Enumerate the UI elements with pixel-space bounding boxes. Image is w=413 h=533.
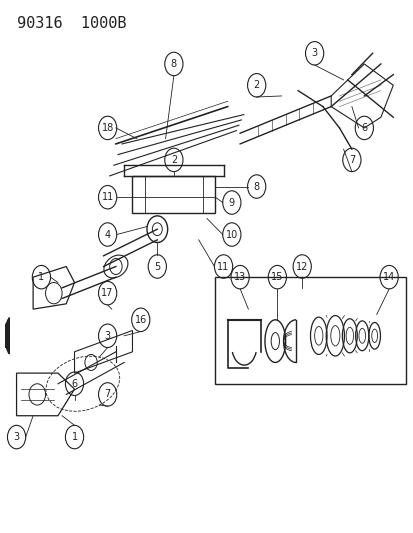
Text: 11: 11 xyxy=(101,192,114,202)
Text: 1: 1 xyxy=(38,272,44,282)
Text: 2: 2 xyxy=(253,80,259,90)
Text: 16: 16 xyxy=(134,315,147,325)
Text: 6: 6 xyxy=(71,379,77,389)
Text: 12: 12 xyxy=(295,262,308,271)
Text: 5: 5 xyxy=(154,262,160,271)
Text: 7: 7 xyxy=(348,155,354,165)
Text: 8: 8 xyxy=(171,59,176,69)
Text: 15: 15 xyxy=(271,272,283,282)
Text: 18: 18 xyxy=(101,123,114,133)
Text: 9: 9 xyxy=(228,198,234,207)
Text: 2: 2 xyxy=(170,155,177,165)
Text: 14: 14 xyxy=(382,272,394,282)
Text: 13: 13 xyxy=(233,272,246,282)
Text: 6: 6 xyxy=(361,123,366,133)
Text: 90316  1000B: 90316 1000B xyxy=(17,16,126,31)
Text: 4: 4 xyxy=(104,230,110,239)
Text: 7: 7 xyxy=(104,390,111,399)
Text: 10: 10 xyxy=(225,230,237,239)
Text: 1: 1 xyxy=(71,432,77,442)
Text: 3: 3 xyxy=(104,331,110,341)
Text: 3: 3 xyxy=(14,432,19,442)
Text: 11: 11 xyxy=(217,262,229,271)
Text: 3: 3 xyxy=(311,49,317,58)
Text: 8: 8 xyxy=(253,182,259,191)
Text: 17: 17 xyxy=(101,288,114,298)
